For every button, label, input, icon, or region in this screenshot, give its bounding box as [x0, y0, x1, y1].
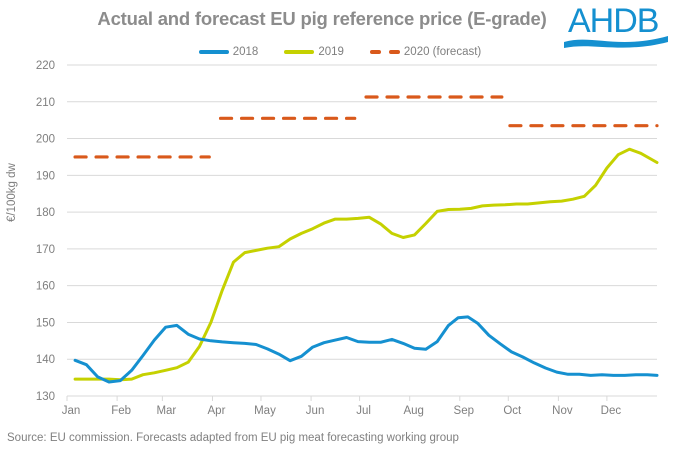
- legend-item-2020: 2020 (forecast): [369, 46, 482, 58]
- x-tick-label: Aug: [403, 405, 423, 417]
- y-tick-label: 140: [36, 354, 55, 366]
- chart-legend: 2018 2019 2020 (forecast): [0, 46, 680, 58]
- legend-swatch-2020: [369, 50, 400, 54]
- x-axis: Jan Feb Mar Apr May Jun Jul Aug Sep Oct Nov Dec: [62, 395, 657, 417]
- x-tick-label: Jan: [62, 405, 81, 417]
- x-tick-label: Jun: [306, 405, 325, 417]
- legend-item-2019: 2019: [284, 46, 344, 58]
- legend-item-2018: 2018: [198, 46, 259, 58]
- logo-text: AHDB: [568, 2, 659, 40]
- y-tick-label: 150: [36, 317, 55, 329]
- x-tick-label: Feb: [111, 405, 131, 417]
- x-tick-label: Nov: [552, 405, 573, 417]
- x-tick-label: May: [254, 405, 276, 417]
- y-tick-label: 130: [36, 391, 55, 403]
- x-tick-label: Dec: [601, 405, 622, 417]
- x-tick-label: Oct: [503, 405, 522, 417]
- y-tick-label: 200: [36, 134, 55, 146]
- x-tick-label: Jul: [356, 405, 371, 417]
- legend-label-2019: 2019: [318, 46, 344, 58]
- legend-swatch-2018: [198, 50, 229, 54]
- x-tick-label: Apr: [208, 405, 226, 417]
- y-tick-label: 160: [36, 281, 55, 293]
- y-tick-label: 180: [36, 207, 55, 219]
- series-line-2018: [73, 315, 659, 384]
- logo-wave-icon: [564, 36, 668, 48]
- gridlines: [67, 64, 657, 397]
- y-tick-label: 170: [36, 244, 55, 256]
- chart-title: Actual and forecast EU pig reference pri…: [97, 8, 547, 29]
- y-tick-label: 220: [36, 60, 55, 72]
- legend-label-2018: 2018: [232, 46, 259, 58]
- y-tick-label: 190: [36, 170, 55, 182]
- ahdb-logo: AHDB: [562, 2, 672, 52]
- y-tick-label: 210: [36, 97, 55, 109]
- source-note: Source: EU commission. Forecasts adapted…: [7, 432, 459, 444]
- legend-swatch-2019: [284, 50, 315, 54]
- y-tick-labels: 130 140 150 160 170 180 190 200 210 220: [36, 60, 55, 403]
- legend-label-2020: 2020 (forecast): [403, 46, 482, 58]
- x-tick-label: Mar: [156, 405, 176, 417]
- series-lines: [73, 95, 659, 384]
- series-line-2019: [73, 147, 659, 382]
- x-tick-label: Sep: [454, 405, 474, 417]
